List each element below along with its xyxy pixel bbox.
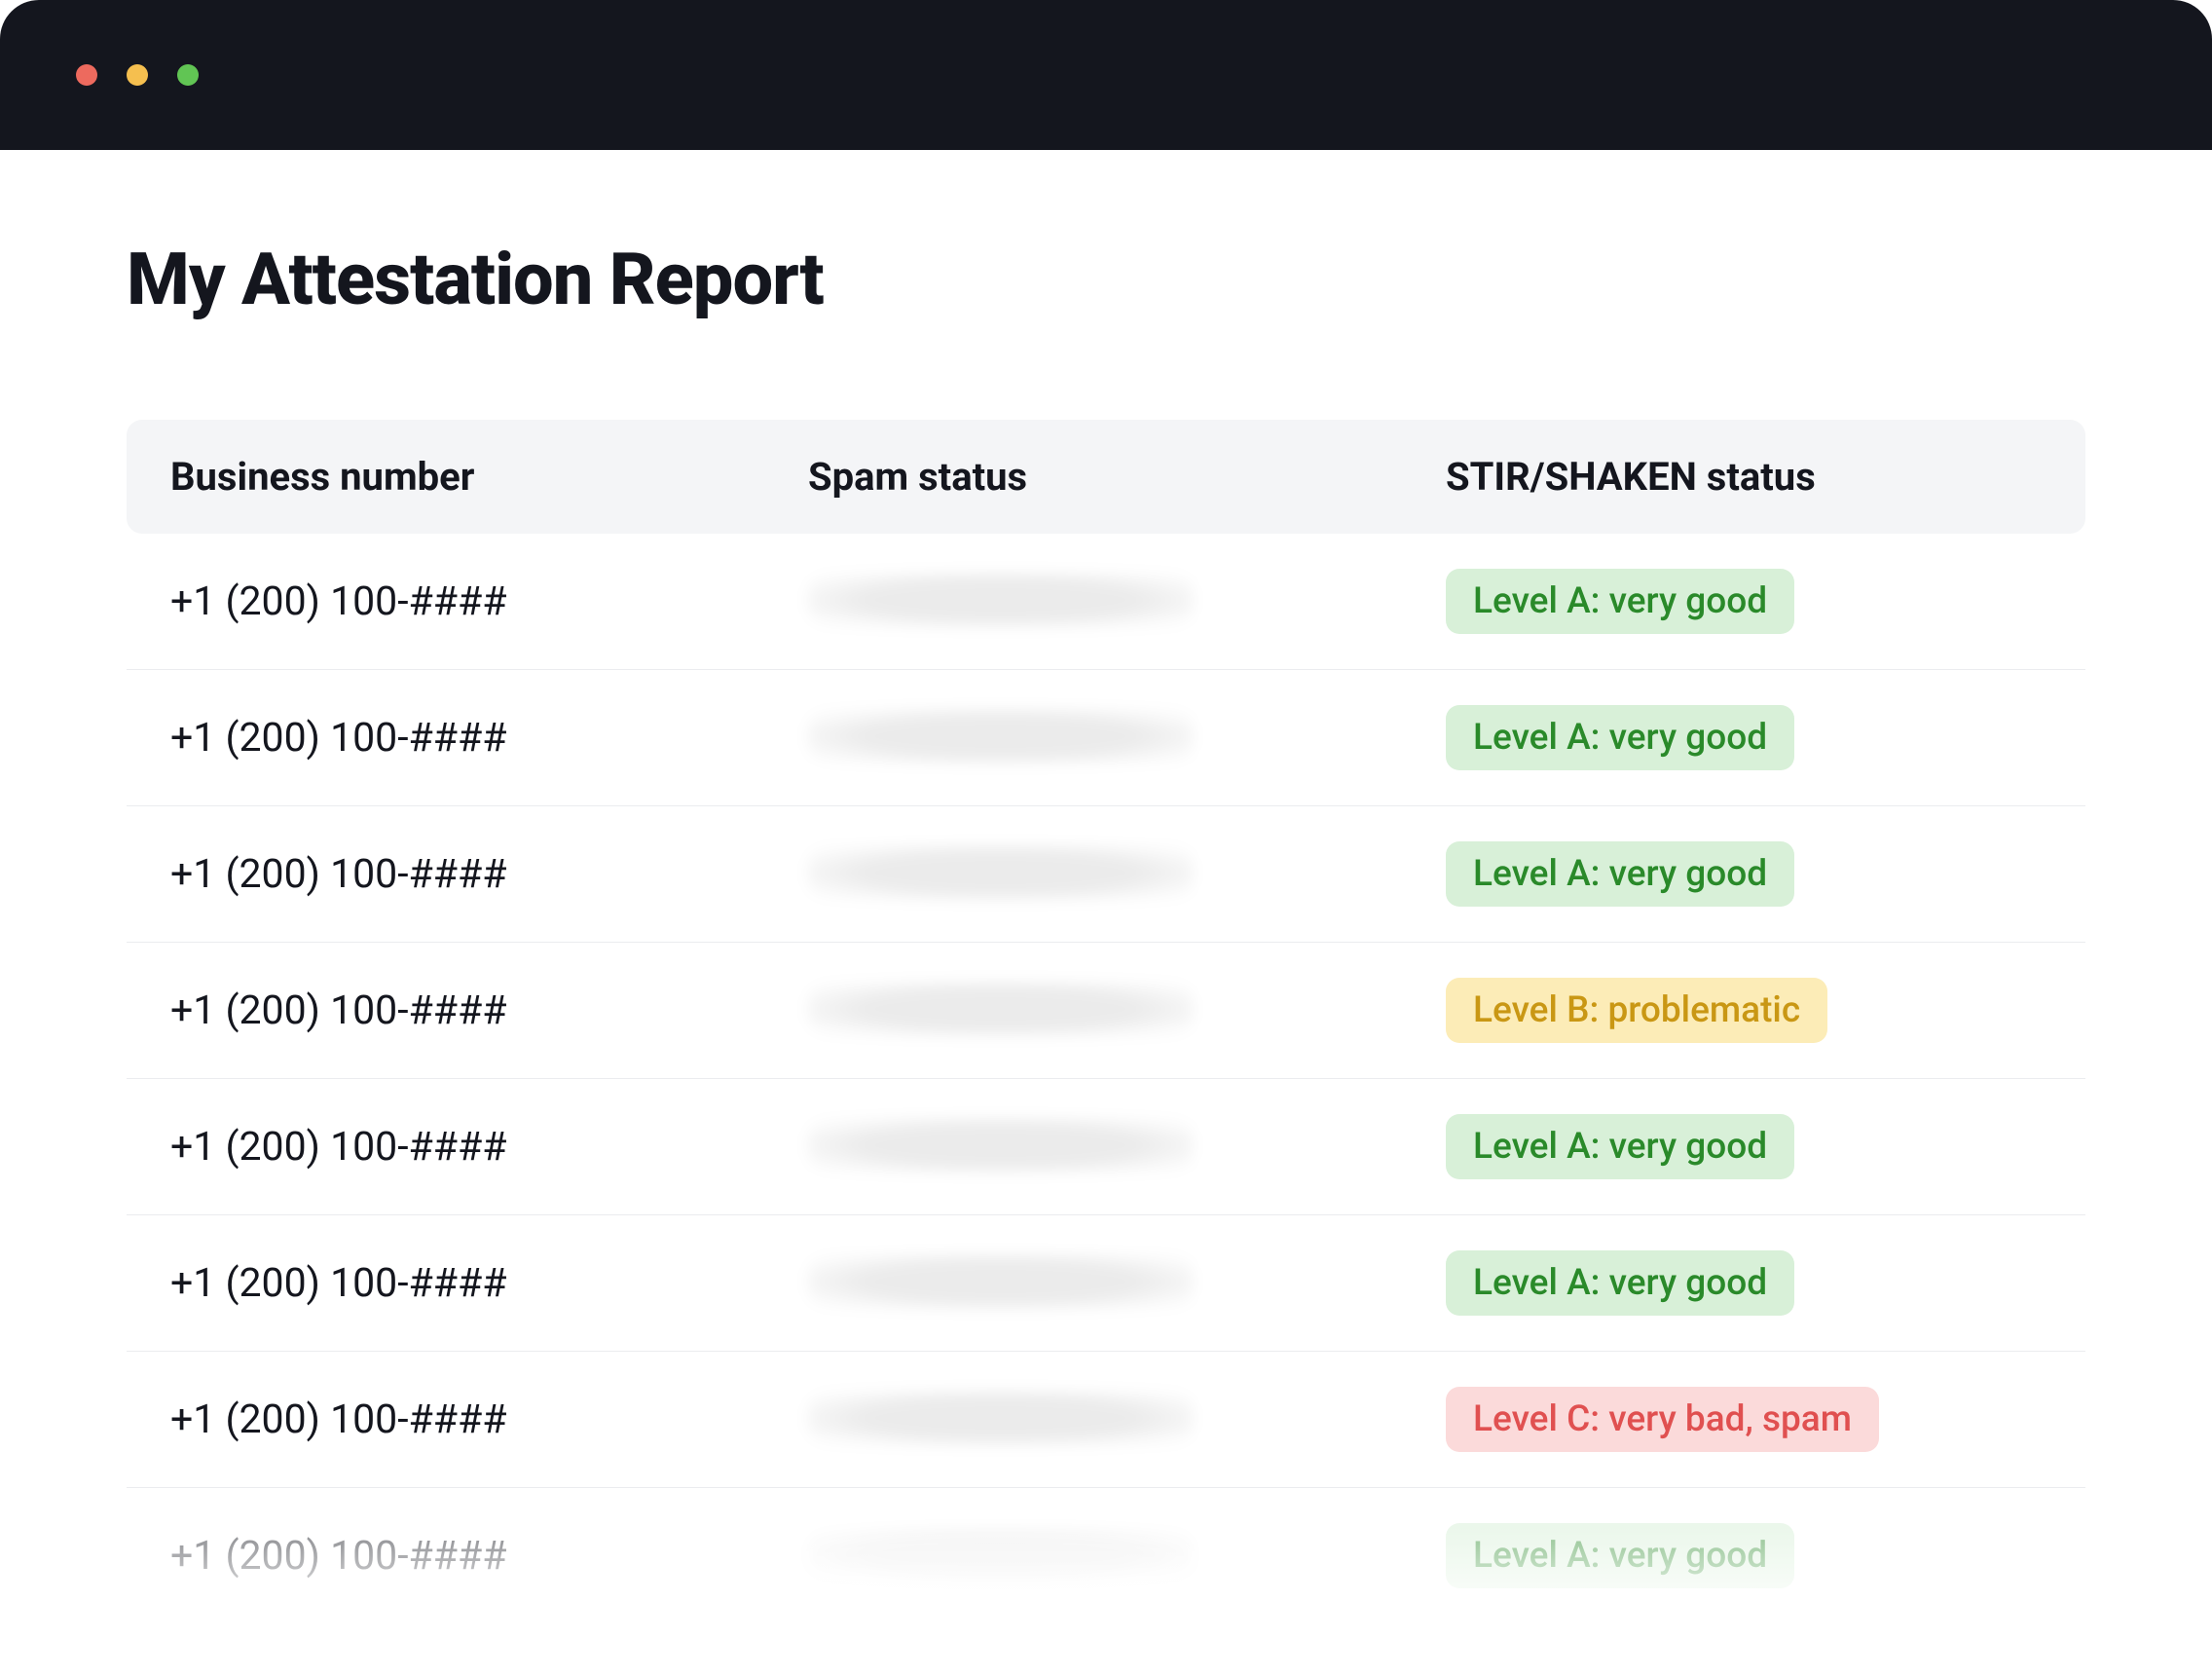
spam-status-cell — [808, 1118, 1446, 1176]
status-badge: Level A: very good — [1446, 1114, 1794, 1179]
column-header-business-number: Business number — [170, 454, 808, 500]
table-row: +1 (200) 100-#### Level B: problematic — [127, 943, 2085, 1079]
business-number-cell: +1 (200) 100-#### — [170, 1260, 808, 1307]
spam-status-blurred — [808, 1527, 1193, 1582]
table-row: +1 (200) 100-#### Level A: very good — [127, 806, 2085, 943]
table-header: Business number Spam status STIR/SHAKEN … — [127, 420, 2085, 534]
status-badge: Level A: very good — [1446, 705, 1794, 770]
business-number-cell: +1 (200) 100-#### — [170, 987, 808, 1034]
status-badge: Level B: problematic — [1446, 978, 1827, 1043]
stir-shaken-cell: Level B: problematic — [1446, 978, 2042, 1043]
app-window: My Attestation Report Business number Sp… — [0, 0, 2212, 1675]
stir-shaken-cell: Level A: very good — [1446, 1114, 2042, 1179]
minimize-icon[interactable] — [127, 64, 148, 86]
spam-status-cell — [808, 709, 1446, 767]
spam-status-cell — [808, 573, 1446, 631]
column-header-stir-shaken: STIR/SHAKEN status — [1446, 454, 2042, 500]
stir-shaken-cell: Level A: very good — [1446, 1523, 2042, 1588]
column-header-spam-status: Spam status — [808, 454, 1446, 500]
stir-shaken-cell: Level A: very good — [1446, 841, 2042, 907]
business-number-cell: +1 (200) 100-#### — [170, 1396, 808, 1443]
spam-status-blurred — [808, 1254, 1193, 1309]
stir-shaken-cell: Level A: very good — [1446, 1250, 2042, 1316]
status-badge: Level A: very good — [1446, 1250, 1794, 1316]
table-row: +1 (200) 100-#### Level C: very bad, spam — [127, 1352, 2085, 1488]
spam-status-blurred — [808, 982, 1193, 1036]
spam-status-blurred — [808, 845, 1193, 900]
page-title: My Attestation Report — [127, 238, 2085, 322]
spam-status-cell — [808, 1254, 1446, 1313]
spam-status-blurred — [808, 573, 1193, 627]
titlebar — [0, 0, 2212, 150]
stir-shaken-cell: Level A: very good — [1446, 705, 2042, 770]
close-icon[interactable] — [76, 64, 97, 86]
stir-shaken-cell: Level C: very bad, spam — [1446, 1387, 2042, 1452]
business-number-cell: +1 (200) 100-#### — [170, 1124, 808, 1171]
maximize-icon[interactable] — [177, 64, 199, 86]
spam-status-blurred — [808, 709, 1193, 763]
status-badge: Level A: very good — [1446, 1523, 1794, 1588]
table-row: +1 (200) 100-#### Level A: very good — [127, 1488, 2085, 1624]
attestation-table: Business number Spam status STIR/SHAKEN … — [127, 420, 2085, 1624]
table-body: +1 (200) 100-####Level A: very good+1 (2… — [127, 534, 2085, 1624]
business-number-cell: +1 (200) 100-#### — [170, 1533, 808, 1580]
status-badge: Level A: very good — [1446, 569, 1794, 634]
spam-status-cell — [808, 1527, 1446, 1585]
table-row: +1 (200) 100-#### Level A: very good — [127, 670, 2085, 806]
status-badge: Level C: very bad, spam — [1446, 1387, 1879, 1452]
spam-status-blurred — [808, 1118, 1193, 1172]
stir-shaken-cell: Level A: very good — [1446, 569, 2042, 634]
table-row: +1 (200) 100-#### Level A: very good — [127, 534, 2085, 670]
spam-status-cell — [808, 845, 1446, 904]
spam-status-blurred — [808, 1391, 1193, 1445]
business-number-cell: +1 (200) 100-#### — [170, 715, 808, 762]
table-row: +1 (200) 100-#### Level A: very good — [127, 1215, 2085, 1352]
table-row: +1 (200) 100-#### Level A: very good — [127, 1079, 2085, 1215]
spam-status-cell — [808, 982, 1446, 1040]
spam-status-cell — [808, 1391, 1446, 1449]
window-controls — [76, 64, 199, 86]
content-area: My Attestation Report Business number Sp… — [0, 150, 2212, 1624]
business-number-cell: +1 (200) 100-#### — [170, 851, 808, 898]
status-badge: Level A: very good — [1446, 841, 1794, 907]
business-number-cell: +1 (200) 100-#### — [170, 578, 808, 625]
